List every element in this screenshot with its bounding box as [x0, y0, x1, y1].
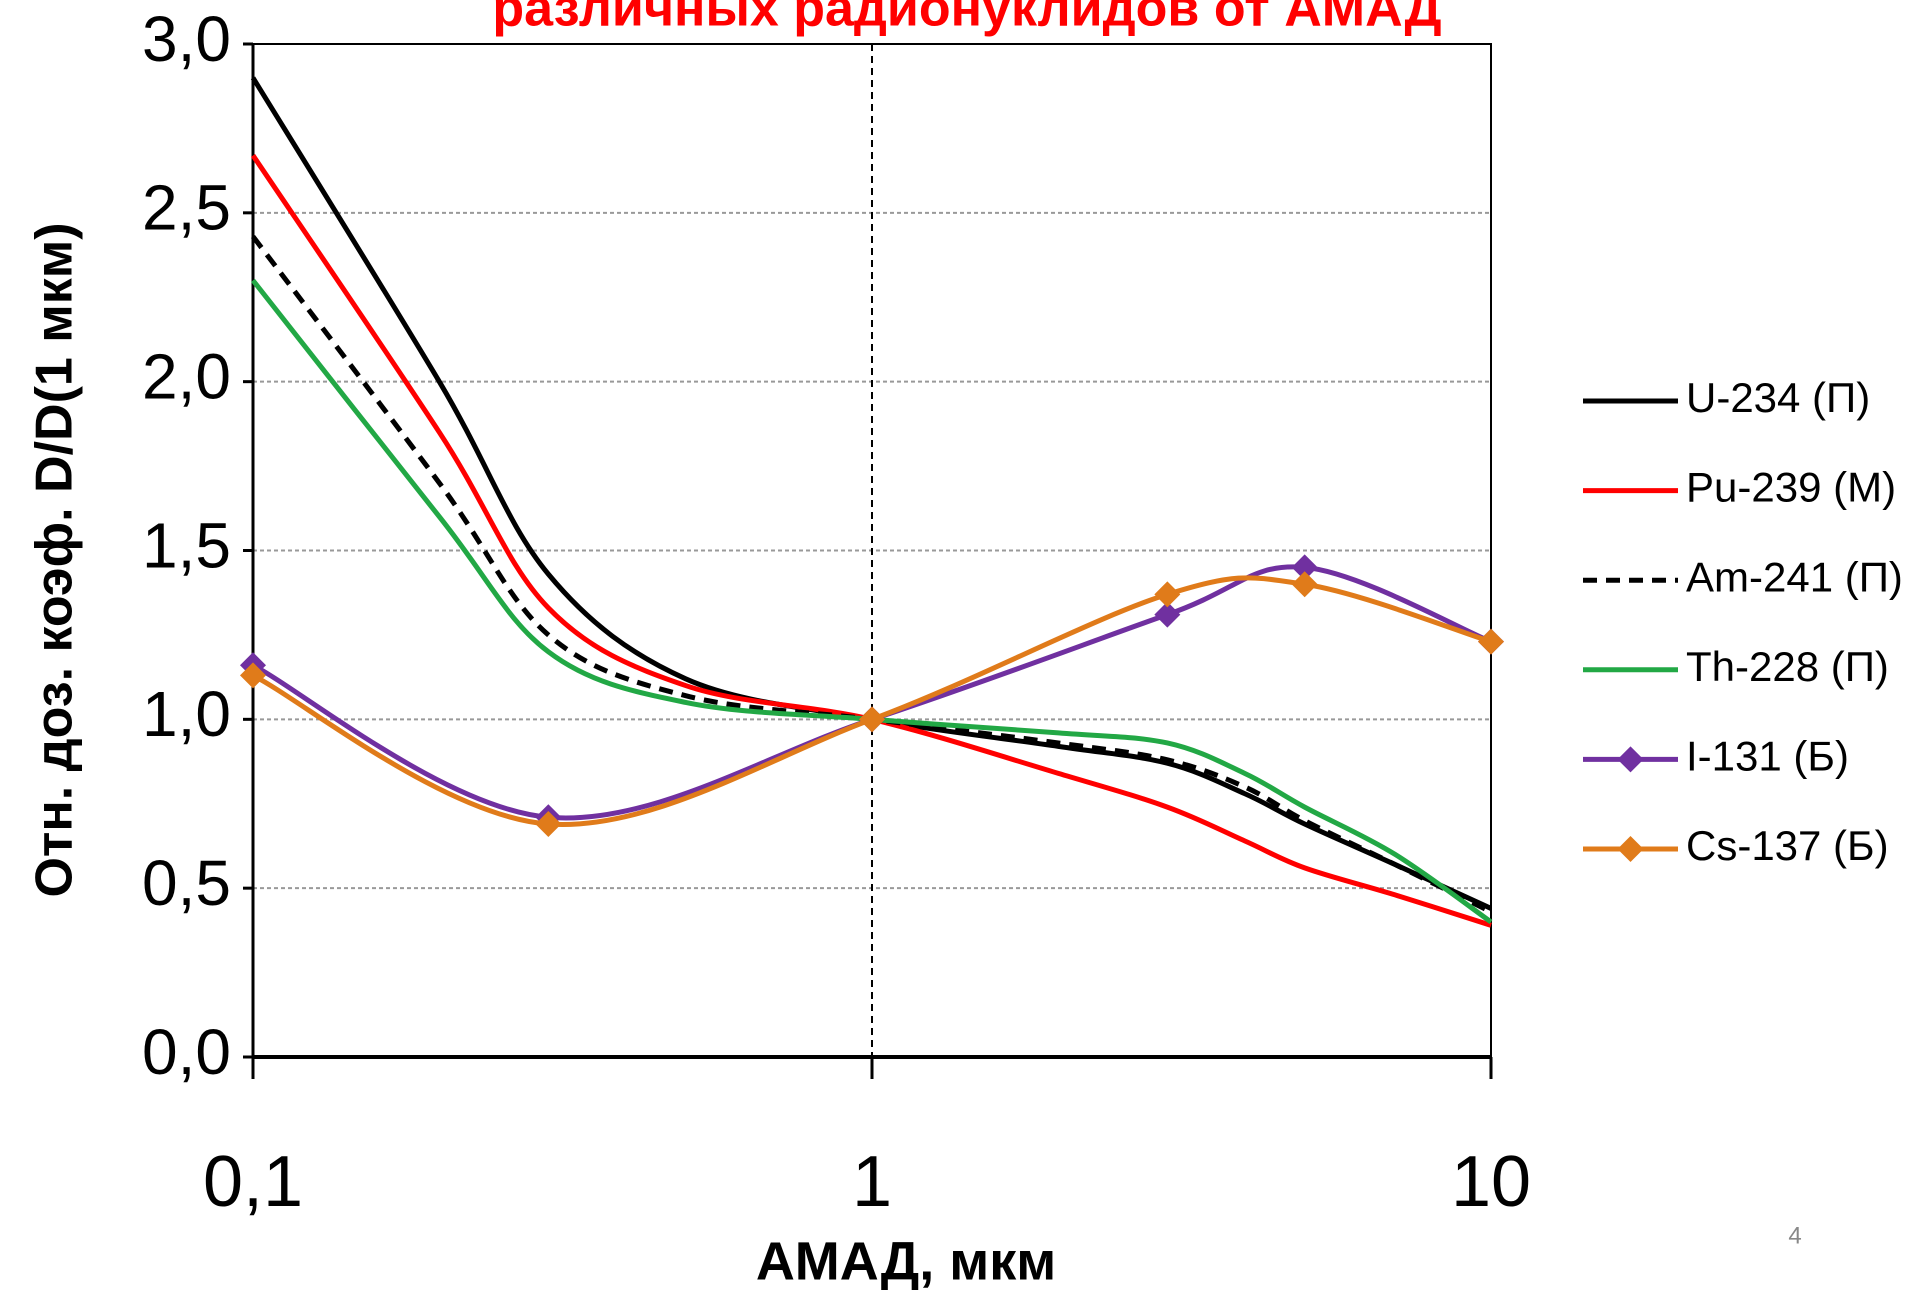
marker	[1154, 581, 1181, 608]
y-tick-label: 2,5	[142, 172, 231, 244]
line-series	[251, 234, 1493, 915]
marker	[240, 662, 266, 689]
legend-label: Cs-137 (Б)	[1686, 822, 1889, 869]
legend-label: I-131 (Б)	[1686, 732, 1849, 779]
legend-label: Am-241 (П)	[1686, 553, 1903, 600]
marker	[859, 706, 885, 733]
x-tick-label: 1	[852, 1142, 892, 1222]
marker	[1478, 628, 1504, 655]
marker	[1291, 554, 1318, 581]
x-axis-label: АМАД, мкм	[756, 1231, 1056, 1291]
y-tick-label: 3,0	[142, 3, 231, 75]
y-tick-label: 1,0	[142, 678, 231, 750]
legend-marker	[1617, 836, 1644, 862]
marker	[535, 811, 562, 838]
y-tick-label: 2,0	[142, 341, 231, 413]
line-series	[251, 278, 1493, 924]
line-series	[250, 76, 1493, 911]
marker	[1154, 601, 1181, 628]
chart-title: различных радионуклидов от АМАД	[492, 0, 1441, 38]
y-tick-label: 0,0	[142, 1016, 231, 1088]
y-tick-label: 1,5	[142, 509, 231, 581]
legend-marker	[1617, 746, 1644, 773]
y-axis-label: Отн. доз. коэф. D/D(1 мкм)	[26, 222, 84, 897]
page-number: 4	[1788, 1222, 1801, 1249]
x-tick-label: 0,1	[203, 1142, 303, 1222]
y-tick-label: 0,5	[142, 847, 231, 919]
legend-label: U-234 (П)	[1686, 374, 1870, 421]
line-series	[250, 154, 1492, 928]
legend-label: Th-228 (П)	[1686, 643, 1889, 690]
marker	[1291, 571, 1318, 598]
x-tick-label: 10	[1451, 1142, 1531, 1222]
legend-label: Pu-239 (М)	[1686, 464, 1896, 511]
